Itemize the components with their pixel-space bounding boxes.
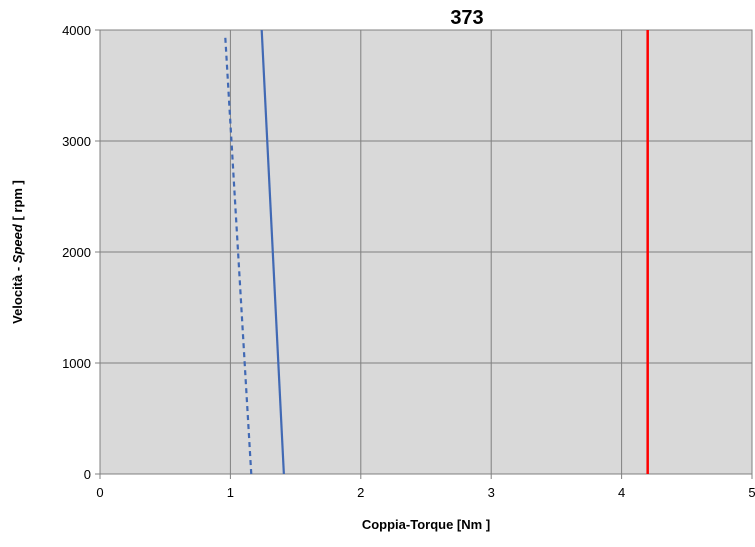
y-tick-label: 1000 (62, 356, 91, 371)
series-line-dashed-1 (224, 35, 253, 475)
y-tick-label: 2000 (62, 245, 91, 260)
x-tick-labels: 0 1 2 3 4 5 (96, 485, 755, 500)
x-tick-label: 5 (748, 485, 755, 500)
x-tick-label: 4 (618, 485, 625, 500)
x-axis-label: Coppia-Torque [Nm ] (362, 517, 490, 532)
chart-title: 373 (450, 7, 483, 29)
y-axis-label-suffix: [ rpm ] (10, 180, 25, 224)
x-tick-label: 2 (357, 485, 364, 500)
y-tick-label: 3000 (62, 134, 91, 149)
x-tick-label: 0 (96, 485, 103, 500)
series-line-solid-0 (260, 29, 285, 475)
y-tick-labels: 0 1000 2000 3000 4000 (62, 23, 91, 482)
grid-lines (95, 29, 753, 479)
y-tick-label: 4000 (62, 23, 91, 38)
x-tick-label: 3 (488, 485, 495, 500)
y-tick-label: 0 (84, 467, 91, 482)
series-layer (224, 29, 649, 475)
y-axis-label-italic: Speed (10, 223, 25, 263)
y-axis-label-prefix: Velocità - (10, 263, 25, 324)
plot-border (99, 29, 753, 475)
x-tick-label: 1 (227, 485, 234, 500)
y-axis-label: Velocità - Speed [ rpm ] (10, 180, 25, 324)
